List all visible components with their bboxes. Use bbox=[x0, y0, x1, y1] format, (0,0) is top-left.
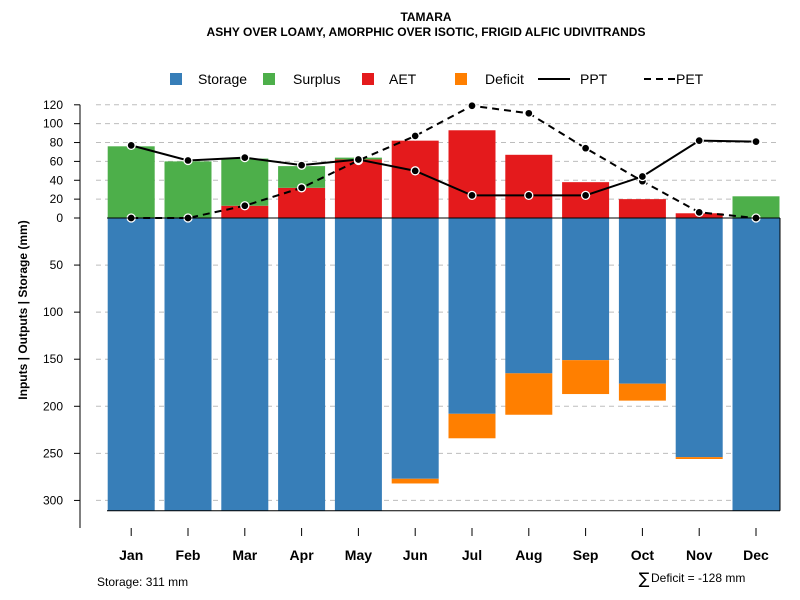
ppt-point bbox=[183, 155, 193, 166]
x-tick-label: Oct bbox=[631, 547, 655, 563]
x-tick-label: Sep bbox=[573, 547, 599, 563]
x-tick-label: Dec bbox=[743, 547, 769, 563]
legend-label: PPT bbox=[580, 71, 608, 87]
y-tick-label: 250 bbox=[43, 446, 63, 460]
storage-footer: Storage: 311 mm bbox=[97, 575, 188, 589]
y-tick-label: 300 bbox=[43, 493, 63, 507]
storage-bar bbox=[334, 218, 382, 511]
ppt-point bbox=[751, 136, 761, 147]
aet-bar bbox=[448, 130, 496, 218]
ppt-point bbox=[410, 166, 420, 176]
pet-point bbox=[524, 108, 534, 118]
bars bbox=[107, 130, 780, 511]
y-tick-label: 150 bbox=[43, 352, 63, 366]
surplus-bar bbox=[221, 158, 269, 206]
y-tick-label: 100 bbox=[43, 305, 63, 319]
y-tick-label: 120 bbox=[43, 98, 63, 112]
deficit-bar bbox=[448, 413, 496, 439]
ppt-point bbox=[694, 135, 704, 146]
y-tick-label: 80 bbox=[50, 136, 64, 150]
storage-bar bbox=[278, 218, 326, 511]
storage-bar bbox=[164, 218, 212, 511]
storage-bar bbox=[107, 218, 155, 511]
chart-subtitle: ASHY OVER LOAMY, AMORPHIC OVER ISOTIC, F… bbox=[207, 25, 646, 39]
surplus-bar bbox=[732, 196, 780, 218]
surplus-bar bbox=[278, 166, 326, 188]
deficit-bar bbox=[675, 457, 723, 459]
storage-bar bbox=[221, 218, 269, 511]
pet-point bbox=[694, 207, 704, 217]
series-lines bbox=[126, 101, 761, 223]
y-tick-label: 60 bbox=[50, 154, 64, 168]
legend-swatch bbox=[362, 73, 374, 85]
storage-bar bbox=[618, 218, 666, 384]
y-axis-label: Inputs | Outputs | Storage (mm) bbox=[16, 220, 30, 399]
y-tick-label: 50 bbox=[50, 258, 64, 272]
x-tick-label: Jan bbox=[119, 547, 143, 563]
pet-line bbox=[131, 104, 757, 219]
legend-label: Deficit bbox=[485, 71, 524, 87]
storage-bar bbox=[732, 218, 780, 511]
y-tick-label: 20 bbox=[50, 192, 64, 206]
sum-symbol: ∑ bbox=[639, 569, 650, 588]
x-tick-label: Mar bbox=[232, 547, 257, 563]
legend-swatch bbox=[263, 73, 275, 85]
x-tick-label: Jul bbox=[462, 547, 482, 563]
storage-bar bbox=[675, 218, 723, 458]
axes: 0 20 40 60 80 100 120 50 100 150 200 250 300 Jan Feb Ma… bbox=[43, 98, 781, 563]
surplus-bar bbox=[164, 161, 212, 218]
surplus-bar bbox=[107, 146, 155, 218]
x-tick-label: Aug bbox=[515, 547, 542, 563]
legend-swatch bbox=[170, 73, 182, 85]
legend-swatch bbox=[455, 73, 467, 85]
ppt-point bbox=[296, 160, 307, 170]
y-tick-label: 200 bbox=[43, 399, 63, 413]
aet-bar bbox=[334, 159, 382, 218]
aet-bar bbox=[618, 199, 666, 218]
deficit-bar bbox=[618, 383, 666, 401]
legend-label: AET bbox=[389, 71, 417, 87]
deficit-bar bbox=[391, 478, 439, 484]
y-tick-label: 100 bbox=[43, 117, 63, 131]
pet-point bbox=[467, 101, 477, 111]
x-tick-label: Jun bbox=[403, 547, 428, 563]
pet-point bbox=[240, 201, 250, 211]
y-tick-label: 40 bbox=[50, 173, 64, 187]
deficit-bar bbox=[505, 373, 553, 415]
ppt-point bbox=[240, 152, 250, 163]
pet-point bbox=[296, 183, 307, 193]
ppt-line bbox=[130, 139, 757, 197]
x-tick-label: Nov bbox=[686, 547, 713, 563]
ppt-point bbox=[524, 190, 534, 201]
legend-label: PET bbox=[676, 71, 704, 87]
ppt-point bbox=[353, 154, 364, 165]
aet-bar bbox=[505, 154, 553, 218]
ppt-point bbox=[580, 190, 591, 201]
storage-bar bbox=[505, 218, 553, 374]
x-tick-label: Feb bbox=[176, 547, 201, 563]
aet-bar bbox=[391, 140, 439, 218]
ppt-point bbox=[126, 140, 136, 151]
storage-bar bbox=[391, 218, 439, 479]
pet-point bbox=[580, 143, 591, 153]
aet-bar bbox=[562, 182, 610, 218]
chart-title: TAMARA bbox=[400, 10, 451, 24]
ppt-point bbox=[467, 190, 477, 201]
y-tick-label: 0 bbox=[56, 211, 63, 225]
legend-label: Storage bbox=[198, 71, 247, 87]
ppt-point bbox=[637, 171, 648, 182]
pet-point bbox=[410, 131, 420, 141]
deficit-footer: Deficit = -128 mm bbox=[651, 571, 745, 585]
x-tick-label: Apr bbox=[290, 547, 315, 563]
chart-legend: Storage Surplus AET Deficit PPT PET bbox=[170, 71, 704, 87]
deficit-bar bbox=[562, 360, 610, 395]
storage-bar bbox=[448, 218, 496, 414]
storage-bar bbox=[562, 218, 610, 361]
legend-label: Surplus bbox=[293, 71, 340, 87]
x-tick-label: May bbox=[345, 547, 372, 563]
